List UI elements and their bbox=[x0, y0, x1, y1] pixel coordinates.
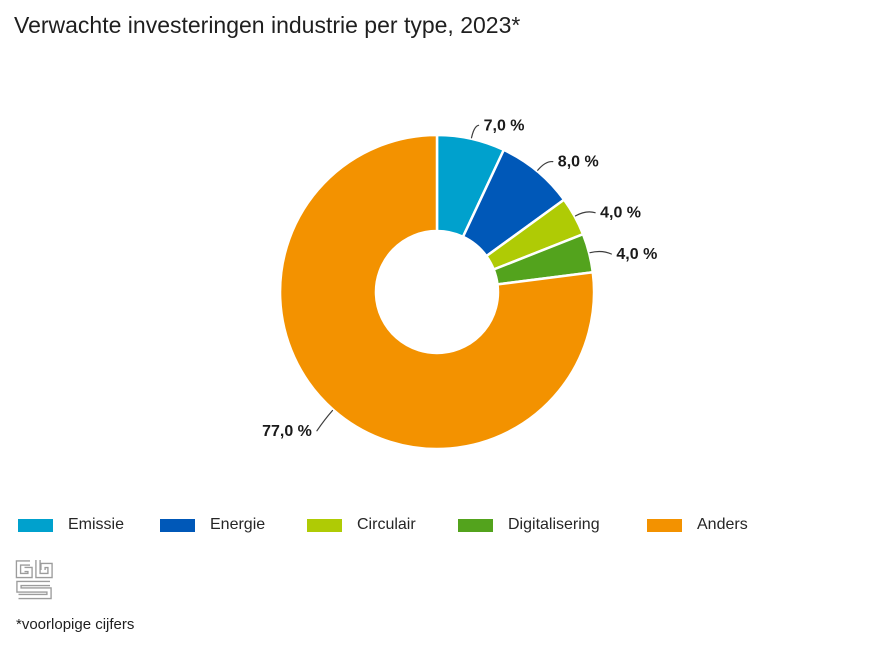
leader-line bbox=[589, 250, 612, 255]
legend-swatch-digitalisering bbox=[458, 518, 493, 532]
legend-label-digitalisering: Digitalisering bbox=[508, 516, 600, 533]
label-leader-lines bbox=[316, 124, 612, 432]
legend-label-emissie: Emissie bbox=[68, 516, 125, 533]
legend-item-energie[interactable]: Energie bbox=[160, 516, 265, 534]
cbs-logo-icon bbox=[15, 560, 53, 600]
slice-labels: 7,0 % 8,0 % 4,0 % 4,0 % 77,0 % bbox=[262, 117, 657, 440]
legend: Emissie Energie Circulair Digitalisering… bbox=[0, 516, 874, 534]
legend-item-anders[interactable]: Anders bbox=[647, 516, 748, 534]
leader-line bbox=[316, 409, 334, 432]
legend-swatch-energie bbox=[160, 518, 195, 532]
legend-label-anders: Anders bbox=[697, 516, 748, 533]
slice-label-circulair: 4,0 % bbox=[600, 205, 641, 222]
leader-line bbox=[574, 211, 596, 217]
legend-label-circulair: Circulair bbox=[357, 516, 416, 533]
legend-swatch-emissie bbox=[18, 518, 53, 532]
leader-line bbox=[537, 160, 554, 171]
leader-line bbox=[470, 124, 480, 139]
slice-label-emissie: 7,0 % bbox=[484, 117, 525, 134]
donut-slices bbox=[278, 133, 596, 451]
legend-label-energie: Energie bbox=[210, 516, 266, 533]
slice-label-anders: 77,0 % bbox=[262, 423, 312, 440]
slice-label-energie: 8,0 % bbox=[558, 154, 599, 171]
donut-slice-anders[interactable] bbox=[278, 133, 596, 451]
footnote: *voorlopige cijfers bbox=[16, 616, 135, 633]
legend-swatch-circulair bbox=[307, 518, 342, 532]
legend-item-circulair[interactable]: Circulair bbox=[307, 516, 416, 534]
legend-item-emissie[interactable]: Emissie bbox=[18, 516, 124, 534]
chart-title: Verwachte investeringen industrie per ty… bbox=[14, 12, 521, 38]
slice-label-digitalisering: 4,0 % bbox=[616, 246, 657, 263]
legend-swatch-anders bbox=[647, 518, 682, 532]
legend-item-digitalisering[interactable]: Digitalisering bbox=[458, 516, 600, 534]
